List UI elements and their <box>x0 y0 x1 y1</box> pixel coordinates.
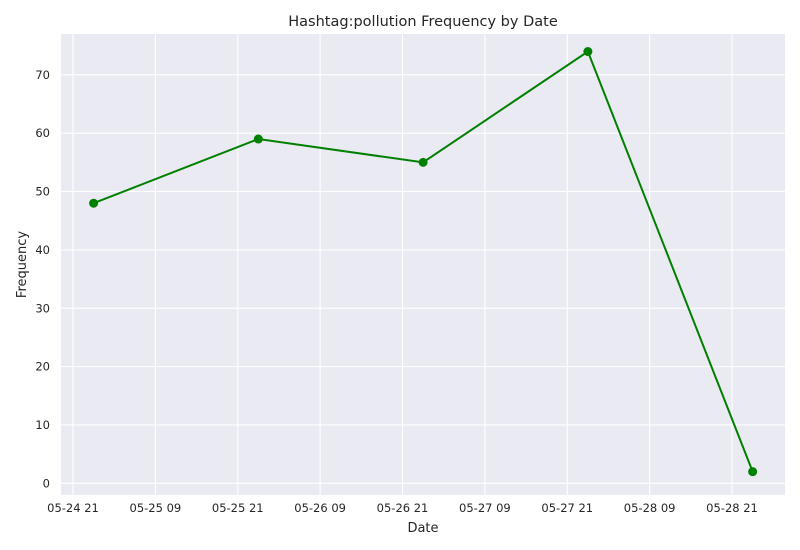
y-tick-label: 60 <box>35 126 50 140</box>
plot-area <box>61 34 785 495</box>
x-tick-label: 05-27 09 <box>459 501 511 515</box>
grid-lines <box>61 34 785 495</box>
y-tick-label: 0 <box>43 476 50 490</box>
y-tick-label: 50 <box>35 185 50 199</box>
data-point <box>583 47 593 57</box>
x-tick-label: 05-28 21 <box>706 501 758 515</box>
tick-labels: 05-24 21 05-25 09 05-25 21 05-26 09 05-26 21… <box>35 68 758 515</box>
y-tick-label: 40 <box>35 243 50 257</box>
data-point <box>748 467 758 477</box>
series-layer <box>89 47 758 477</box>
x-tick-label: 05-26 09 <box>294 501 346 515</box>
y-axis-label: Frequency <box>15 231 30 298</box>
x-tick-label: 05-26 21 <box>377 501 429 515</box>
data-point <box>418 157 428 167</box>
x-axis-label: Date <box>407 521 438 536</box>
x-tick-label: 05-28 09 <box>624 501 676 515</box>
data-point <box>89 198 99 208</box>
x-tick-label: 05-25 09 <box>130 501 182 515</box>
x-tick-label: 05-27 21 <box>541 501 593 515</box>
data-point <box>253 134 263 144</box>
x-tick-label: 05-24 21 <box>47 501 99 515</box>
y-tick-label: 70 <box>35 68 50 82</box>
y-tick-label: 30 <box>35 301 50 315</box>
chart-title: Hashtag:pollution Frequency by Date <box>288 14 558 30</box>
y-tick-label: 10 <box>35 418 50 432</box>
y-tick-label: 20 <box>35 360 50 374</box>
x-tick-label: 05-25 21 <box>212 501 264 515</box>
